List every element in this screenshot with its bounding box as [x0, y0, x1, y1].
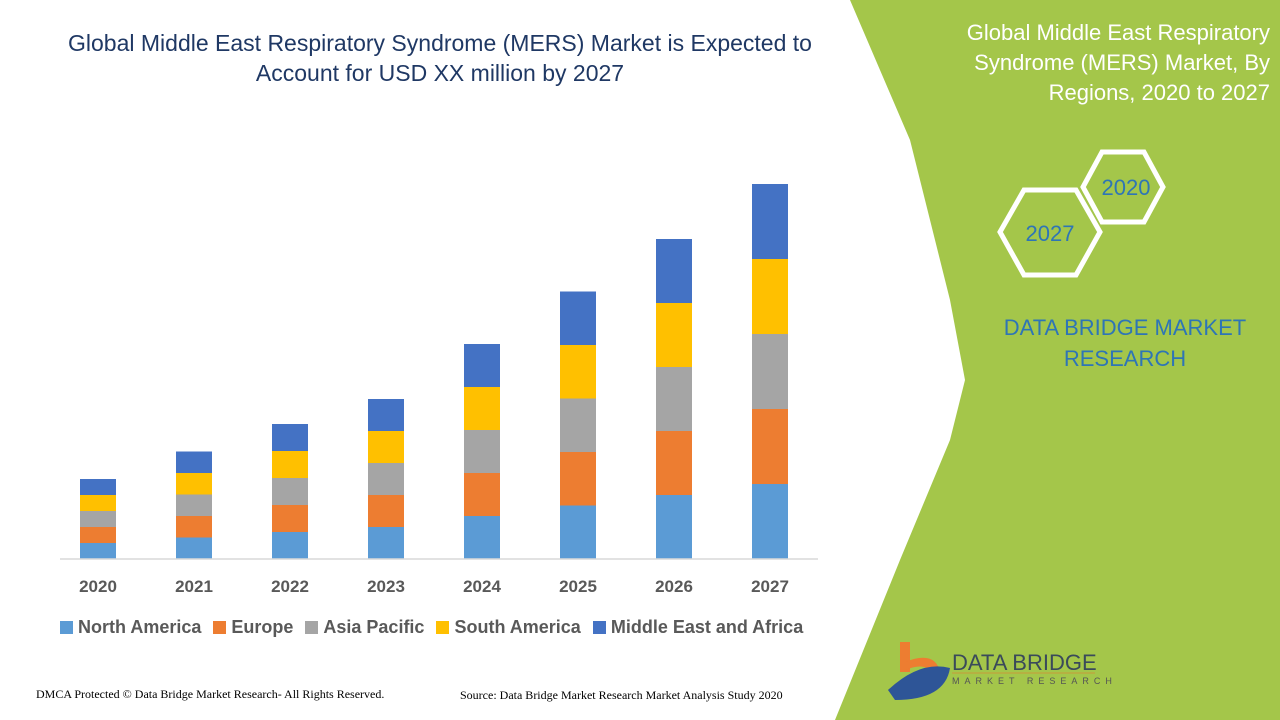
bar-2026-europe	[656, 431, 692, 495]
legend: North America Europe Asia Pacific South Ame…	[60, 617, 803, 638]
bar-2023-north-america	[368, 527, 404, 559]
bar-2024-asia-pacific	[464, 430, 500, 473]
bar-2026-south-america	[656, 303, 692, 367]
legend-swatch	[60, 621, 73, 634]
x-tick-label: 2021	[175, 577, 213, 596]
bar-2027-europe	[752, 409, 788, 484]
bar-2020-europe	[80, 527, 116, 543]
source-note: Source: Data Bridge Market Research Mark…	[460, 688, 783, 702]
bar-2022-south-america	[272, 451, 308, 478]
bar-2021-south-america	[176, 473, 212, 495]
bar-2022-europe	[272, 505, 308, 532]
bar-2020-asia-pacific	[80, 511, 116, 527]
legend-swatch	[213, 621, 227, 634]
bar-2025-middle-east-and-africa	[560, 291, 596, 345]
bar-2024-middle-east-and-africa	[464, 344, 500, 387]
bar-2025-north-america	[560, 505, 596, 559]
x-tick-label: 2025	[559, 577, 597, 596]
bar-2021-middle-east-and-africa	[176, 451, 212, 473]
bar-2021-asia-pacific	[176, 494, 212, 516]
legend-swatch	[436, 621, 450, 634]
legend-label: Europe	[231, 617, 294, 637]
legend-swatch	[592, 621, 606, 634]
legend-label: South America	[454, 617, 581, 637]
bar-2020-north-america	[80, 543, 116, 559]
legend-label: Asia Pacific	[323, 617, 425, 637]
side-title: Global Middle East Respiratory Syndrome …	[966, 20, 1270, 105]
bar-2024-europe	[464, 473, 500, 516]
bar-2023-south-america	[368, 431, 404, 463]
legend-item: South America	[436, 617, 581, 638]
bar-2023-middle-east-and-africa	[368, 399, 404, 431]
x-tick-label: 2027	[751, 577, 789, 596]
legend-label: Middle East and Africa	[610, 617, 804, 637]
bar-2027-south-america	[752, 259, 788, 334]
bar-2025-asia-pacific	[560, 398, 596, 452]
x-tick-label: 2020	[79, 577, 117, 596]
legend-item: Asia Pacific	[305, 617, 424, 638]
legend-swatch	[305, 621, 319, 634]
hexagon-2020: 2020	[1080, 149, 1166, 225]
side-panel	[835, 0, 1280, 720]
bar-2024-south-america	[464, 387, 500, 430]
chart-title: Global Middle East Respiratory Syndrome …	[68, 30, 812, 86]
logo-subtext: MARKET RESEARCH	[952, 676, 1117, 686]
legend-item: North America	[60, 617, 201, 638]
x-tick-label: 2022	[271, 577, 309, 596]
bar-2027-middle-east-and-africa	[752, 184, 788, 259]
bar-2021-europe	[176, 516, 212, 538]
bar-2023-asia-pacific	[368, 463, 404, 495]
logo-text: DATA BRIDGE	[952, 650, 1097, 675]
bar-2027-asia-pacific	[752, 334, 788, 409]
legend-item: Europe	[213, 617, 293, 638]
x-tick-label: 2024	[463, 577, 501, 596]
bar-2022-asia-pacific	[272, 478, 308, 505]
logo-icon	[888, 642, 1095, 700]
x-tick-label: 2026	[655, 577, 693, 596]
bar-2021-north-america	[176, 537, 212, 559]
dmca-notice: DMCA Protected © Data Bridge Market Rese…	[36, 687, 385, 701]
bar-2022-north-america	[272, 532, 308, 559]
bar-2025-south-america	[560, 345, 596, 399]
bar-2026-north-america	[656, 495, 692, 559]
legend-item: Middle East and Africa	[592, 617, 804, 638]
brand-name: DATA BRIDGE MARKET RESEARCH	[1003, 315, 1247, 371]
legend-label: North America	[78, 617, 202, 637]
bar-2020-south-america	[80, 495, 116, 511]
bar-2025-europe	[560, 452, 596, 506]
bar-2027-north-america	[752, 484, 788, 559]
bar-2026-asia-pacific	[656, 367, 692, 431]
bar-2024-north-america	[464, 516, 500, 559]
hex-label-2027: 2027	[1026, 221, 1075, 246]
bar-2023-europe	[368, 495, 404, 527]
x-tick-label: 2023	[367, 577, 405, 596]
bar-2026-middle-east-and-africa	[656, 239, 692, 303]
bar-2020-middle-east-and-africa	[80, 479, 116, 495]
bar-2022-middle-east-and-africa	[272, 424, 308, 451]
hex-label-2020: 2020	[1102, 175, 1151, 200]
hexagon-2027: 2027	[997, 187, 1103, 278]
